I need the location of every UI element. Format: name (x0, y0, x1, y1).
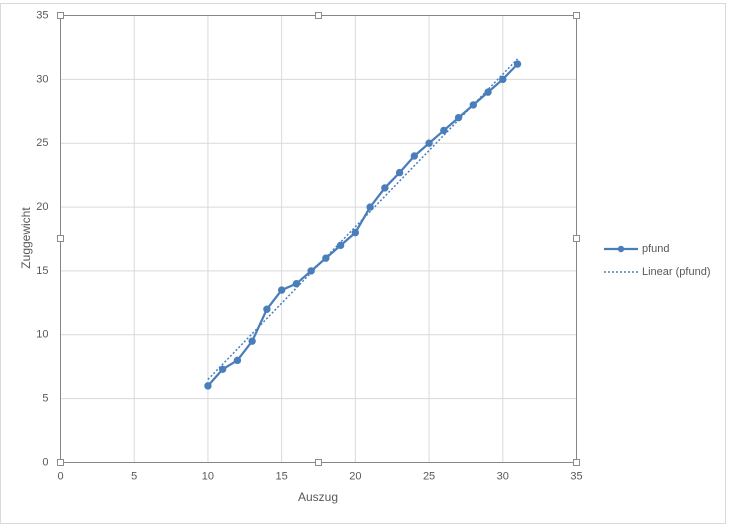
marker (425, 139, 433, 147)
marker (292, 280, 301, 288)
y-tick-label: 35 (36, 9, 48, 21)
x-tick-label: 20 (349, 470, 361, 482)
marker (440, 126, 448, 135)
legend-label: Linear (pfund) (642, 266, 711, 278)
selection-handles (57, 12, 580, 466)
marker (366, 203, 374, 211)
marker (513, 60, 522, 68)
x-tick-label: 10 (202, 470, 214, 482)
x-tick-label: 35 (570, 470, 582, 482)
marker (263, 305, 271, 313)
x-tick-label: 25 (423, 470, 435, 482)
x-tick-label: 0 (57, 470, 63, 482)
marker (381, 184, 389, 192)
chart-area (0, 3, 726, 524)
y-tick-label: 30 (36, 73, 48, 85)
marker (248, 337, 256, 345)
x-tick-label: 30 (497, 470, 509, 482)
legend-label: pfund (642, 243, 670, 255)
marker (204, 382, 212, 390)
marker (410, 152, 419, 160)
y-tick-label: 5 (42, 393, 48, 405)
marker (484, 88, 492, 96)
marker (277, 286, 286, 294)
marker (499, 75, 507, 84)
marker (395, 168, 404, 177)
y-axis-title: Zuggewicht (19, 207, 33, 269)
marker (351, 228, 360, 237)
marker (307, 267, 315, 275)
x-tick-label: 15 (276, 470, 288, 482)
y-tick-label: 10 (36, 329, 48, 341)
legend-marker (617, 245, 625, 253)
y-tick-label: 20 (36, 201, 48, 213)
x-axis-title: Auszug (298, 490, 338, 504)
y-tick-label: 15 (36, 265, 48, 277)
marker (218, 365, 227, 373)
marker (336, 241, 345, 250)
x-tick-label: 5 (131, 470, 137, 482)
y-tick-label: 25 (36, 137, 48, 149)
y-tick-label: 0 (42, 456, 48, 468)
marker (233, 356, 242, 365)
